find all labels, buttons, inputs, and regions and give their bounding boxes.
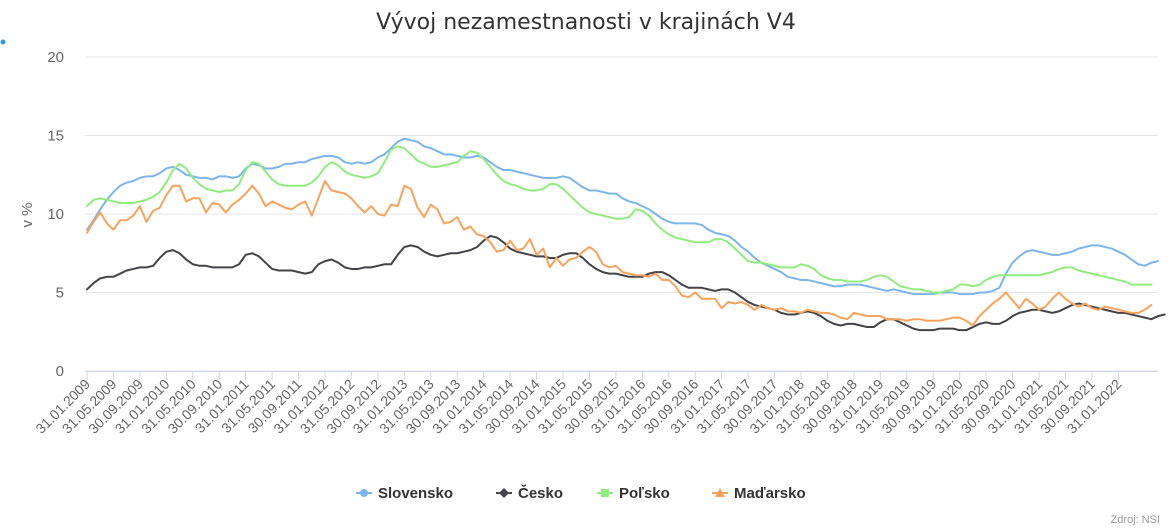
series-line-1[interactable] (86, 234, 1166, 332)
y-tick-label: 20 (47, 49, 64, 66)
legend-item-2[interactable]: Poľsko (597, 485, 670, 502)
y-tick-label: 5 (56, 285, 64, 302)
y-tick-label: 15 (47, 128, 64, 145)
legend-label: Česko (518, 484, 563, 502)
legend-label: Poľsko (619, 485, 670, 502)
legend[interactable]: Slovensko Česko Poľsko Maďarsko (356, 484, 806, 502)
series-line-0[interactable] (86, 137, 1159, 296)
legend-label: Slovensko (378, 485, 453, 502)
legend-item-0[interactable]: Slovensko (356, 485, 453, 502)
y-tick-label: 0 (56, 363, 64, 380)
series-line-3[interactable] (86, 180, 1153, 327)
corner-dot-icon (0, 39, 6, 45)
legend-item-1[interactable]: Česko (496, 484, 563, 502)
y-tick-label: 10 (47, 206, 64, 223)
square-marker-icon (601, 489, 609, 497)
y-axis-label: v % (19, 202, 36, 227)
series-lines (86, 137, 1166, 332)
chart-title: Vývoj nezamestnanosti v krajinách V4 (376, 10, 796, 35)
triangle-marker-icon (715, 488, 725, 497)
circle-marker-icon (360, 489, 368, 497)
y-axis-ticks: 0 5 10 15 20 (47, 49, 64, 380)
series-line-2[interactable] (86, 145, 1153, 294)
diamond-marker-icon (499, 488, 509, 498)
legend-label: Maďarsko (734, 485, 806, 502)
credit-source: Zdroj: NSI (1110, 514, 1160, 526)
x-axis: 31.01.200931.05.200930.09.200931.01.2010… (32, 371, 1158, 437)
legend-item-3[interactable]: Maďarsko (712, 485, 806, 502)
